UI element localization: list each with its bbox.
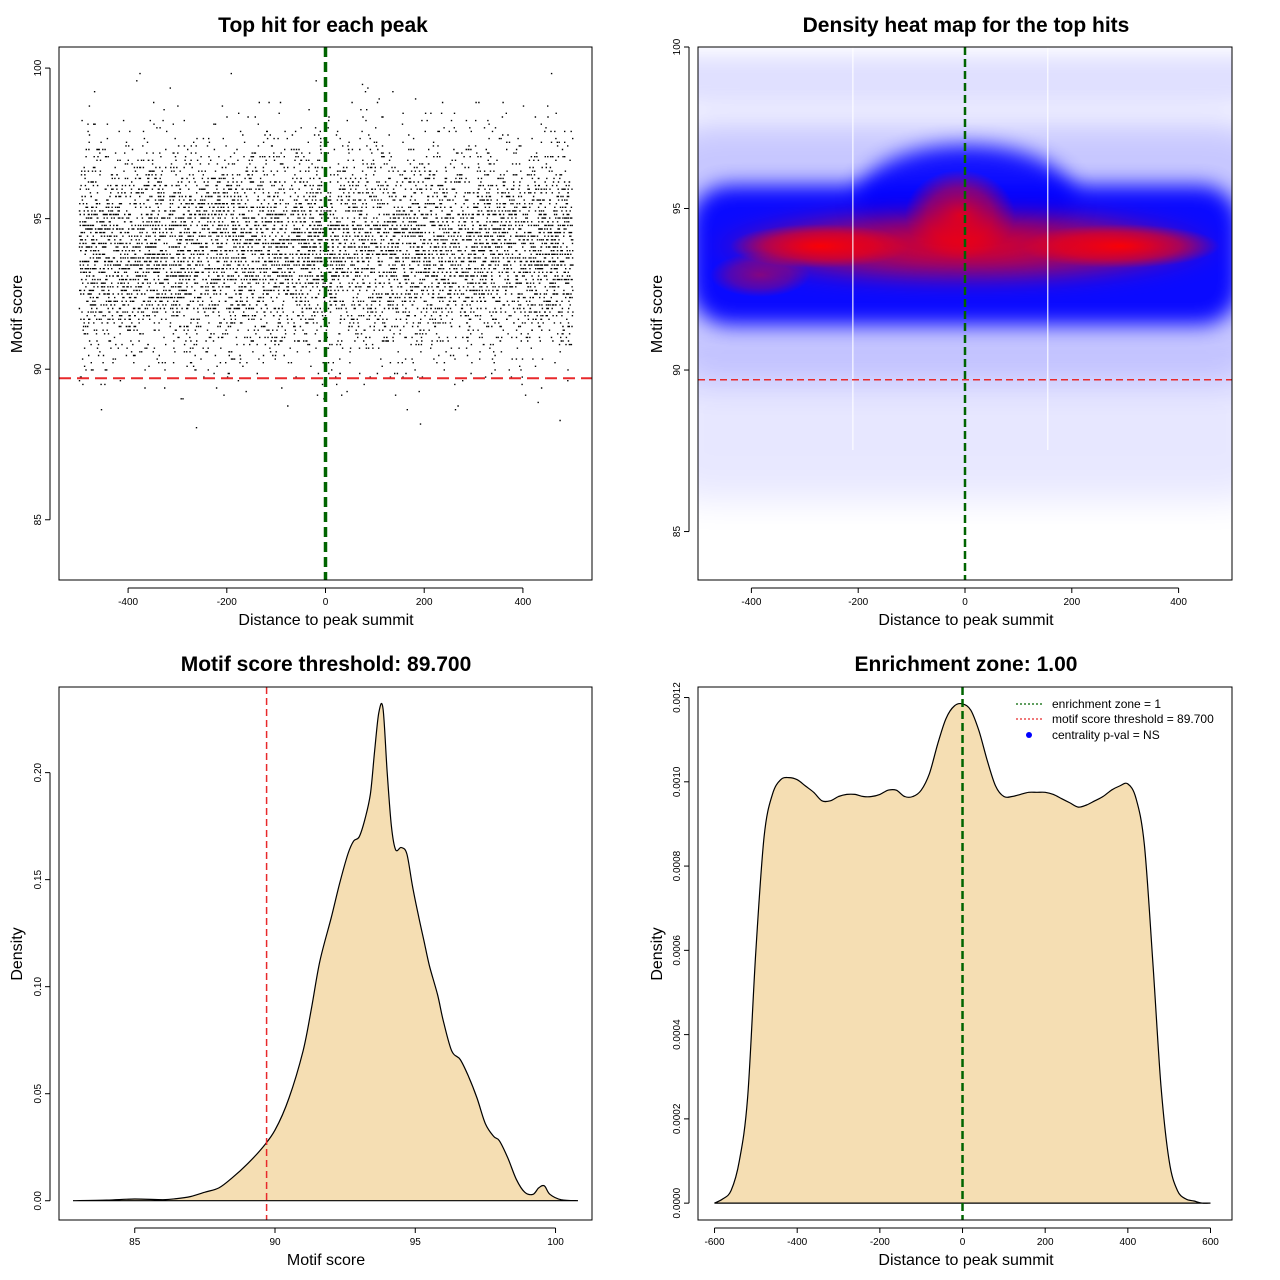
y-tick-label: 0.0002: [672, 1103, 683, 1134]
x-tick-label: -200: [848, 597, 868, 608]
legend-label-centrality: centrality p-val = NS: [1052, 728, 1160, 742]
y-tick-label: 100: [672, 38, 683, 55]
y-axis-label: Density: [649, 927, 666, 980]
plot-frame: [697, 46, 1233, 581]
x-tick-label: -200: [870, 1237, 890, 1248]
plot-frame: [697, 686, 1233, 1221]
chart-title: Top hit for each peak: [218, 14, 428, 37]
y-tick-label: 95: [33, 213, 44, 225]
x-tick-label: 400: [515, 597, 532, 608]
y-tick-label: 100: [33, 59, 44, 76]
y-tick-label: 90: [672, 364, 683, 376]
x-tick-label: 200: [1037, 1237, 1054, 1248]
y-axis-label: Motif score: [9, 275, 26, 353]
y-tick-label: 0.05: [33, 1084, 44, 1104]
plot-frame: [58, 46, 593, 581]
x-tick-label: -400: [787, 1237, 807, 1248]
panel-scatter: Top hit for each peak -400 -200 0 200 400 85 9…: [9, 14, 593, 629]
y-tick-label: 0.0006: [672, 935, 683, 966]
chart-title: Motif score threshold: 89.700: [181, 653, 472, 676]
y-tick-label: 0.0012: [672, 682, 683, 713]
y-tick-label: 0.00: [33, 1191, 44, 1211]
x-tick-label: 600: [1202, 1237, 1219, 1248]
y-axis-label: Density: [9, 927, 26, 980]
y-tick-label: 0.0008: [672, 850, 683, 881]
y-tick-label: 95: [672, 203, 683, 215]
panel-score-density: Motif score threshold: 89.700 85 90 95 100 0…: [9, 653, 593, 1269]
y-tick-label: 0.10: [33, 977, 44, 997]
y-tick-label: 85: [33, 514, 44, 526]
x-tick-label: 200: [416, 597, 433, 608]
chart-title: Enrichment zone: 1.00: [855, 653, 1078, 676]
y-axis-label: Motif score: [649, 275, 666, 353]
x-tick-label: 100: [547, 1237, 564, 1248]
y-tick-label: 0.20: [33, 762, 44, 782]
legend-label-enrichment: enrichment zone = 1: [1052, 697, 1161, 711]
x-tick-label: -200: [217, 597, 237, 608]
axis-ticks: -400 -200 0 200 400 85 90 95 100: [33, 59, 532, 608]
x-tick-label: -600: [705, 1237, 725, 1248]
x-axis-label: Distance to peak summit: [878, 612, 1054, 629]
y-tick-label: 0.15: [33, 869, 44, 889]
x-tick-label: -400: [741, 597, 761, 608]
x-tick-label: 400: [1120, 1237, 1137, 1248]
x-axis-label: Distance to peak summit: [238, 612, 414, 629]
y-tick-label: 90: [33, 363, 44, 375]
axis-ticks: 85 90 95 100 0.00 0.05 0.10 0.15 0.20: [33, 762, 564, 1248]
density-area: [72, 702, 579, 1202]
y-tick-label: 0.0010: [672, 766, 683, 797]
y-tick-label: 85: [672, 526, 683, 538]
x-tick-label: 85: [129, 1237, 141, 1248]
x-tick-label: -400: [118, 597, 138, 608]
legend-swatch-centrality: [1026, 732, 1032, 738]
x-tick-label: 200: [1063, 597, 1080, 608]
y-tick-label: 0.0000: [672, 1187, 683, 1218]
axis-ticks: -600 -400 -200 0 200 400 600 0.0000 0.0002 0.0004…: [672, 682, 1219, 1248]
axis-ticks: -400 -200 0 200 400 85 90 95 100: [672, 38, 1187, 608]
x-tick-label: 95: [410, 1237, 422, 1248]
panel-distance-density: Enrichment zone: 1.00 -600 -400 -200 0 200 40…: [649, 653, 1233, 1269]
x-tick-label: 0: [962, 597, 968, 608]
bin-edge-lines: [852, 47, 1049, 450]
legend: enrichment zone = 1 motif score threshol…: [1016, 697, 1214, 742]
chart-title: Density heat map for the top hits: [803, 14, 1130, 37]
legend-label-threshold: motif score threshold = 89.700: [1052, 712, 1214, 726]
panel-heatmap: Density heat map for the top hits -400 -2…: [649, 14, 1233, 629]
x-tick-label: 0: [960, 1237, 966, 1248]
x-tick-label: 90: [269, 1237, 281, 1248]
x-tick-label: 400: [1170, 597, 1187, 608]
x-tick-label: 0: [323, 597, 329, 608]
x-axis-label: Distance to peak summit: [878, 1252, 1054, 1269]
x-axis-label: Motif score: [287, 1252, 365, 1269]
y-tick-label: 0.0004: [672, 1019, 683, 1050]
plot-frame: [58, 686, 593, 1221]
